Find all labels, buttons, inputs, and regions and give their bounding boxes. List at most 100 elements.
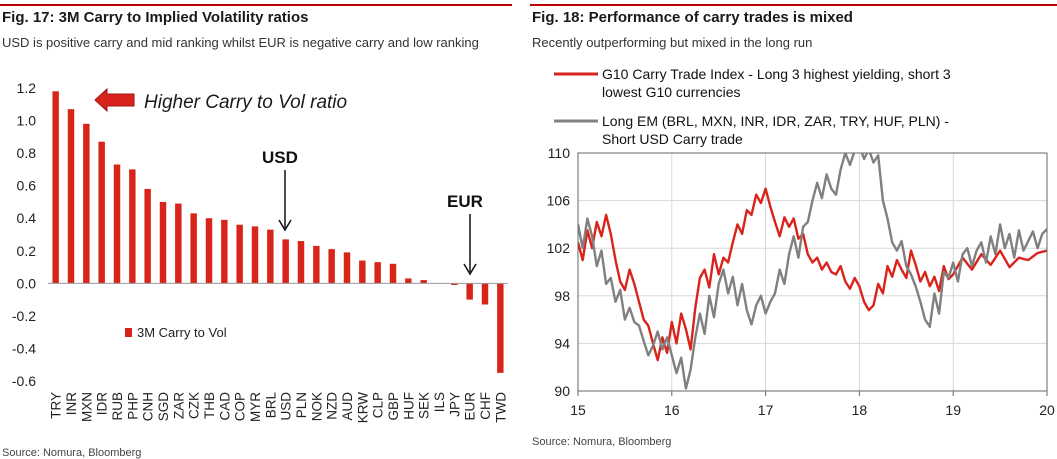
bar-ytick-label: 1.0 [17, 113, 37, 129]
bar-try [52, 91, 59, 284]
line-ytick-label: 110 [548, 145, 571, 161]
line-ytick-label: 90 [554, 383, 570, 399]
bar-xtick-label: MXN [79, 392, 94, 422]
bar-chf [481, 283, 489, 305]
bar-ytick-label: -0.2 [12, 308, 36, 324]
line-series-group [578, 153, 1047, 390]
bar-eur [466, 283, 473, 300]
bar-xtick-label: CHF [478, 392, 493, 420]
bar-usd [282, 239, 289, 284]
line-chart: G10 Carry Trade Index - Long 3 highest y… [547, 66, 1055, 418]
fig17-source: Source: Nomura, Bloomberg [2, 447, 142, 459]
bar-ytick-label: 0.6 [17, 178, 37, 194]
line-x-axis: 15 16 17 18 19 20 [570, 391, 1055, 418]
bar-ytick-label: -0.4 [12, 340, 36, 356]
fig18-subtitle: Recently outperforming but mixed in the … [532, 35, 813, 50]
bar-ytick-label: 0.2 [17, 243, 37, 259]
bar-legend-swatch [125, 328, 132, 337]
bar-xtick-label: AUD [340, 392, 355, 421]
line-ytick-label: 102 [547, 240, 571, 256]
line-legend: G10 Carry Trade Index - Long 3 highest y… [554, 66, 953, 147]
line-ytick-label: 94 [554, 335, 570, 351]
down-arrow-icon [463, 263, 477, 276]
bar-xtick-label: ILS [432, 392, 447, 412]
bar-xtick-label: SGD [156, 392, 171, 422]
bar-xtick-label: BRL [263, 392, 278, 419]
line-xtick-label: 16 [664, 402, 680, 418]
bar-cnh [144, 188, 151, 284]
higher-carry-label: Higher Carry to Vol ratio [144, 92, 347, 113]
line-xtick-label: 17 [758, 402, 774, 418]
bar-ytick-label: 1.2 [17, 80, 37, 96]
bar-huf [405, 278, 412, 284]
bar-xtick-label: CAD [217, 392, 232, 421]
bar-rub [113, 164, 121, 284]
bar-xtick-label: THB [202, 392, 217, 419]
bar-zar [175, 203, 182, 284]
bar-xtick-label: CNH [141, 392, 156, 421]
bar-sek [420, 280, 427, 284]
bar-aud [343, 252, 351, 284]
bar-cad [221, 219, 228, 284]
bar-jpy [451, 283, 458, 285]
fig18-title-rule [530, 4, 1057, 6]
down-arrow-icon [278, 219, 292, 232]
bar-pln [297, 241, 305, 284]
eur-label: EUR [447, 192, 483, 211]
bar-xtick-label: CLP [371, 392, 386, 418]
fig17-title: Fig. 17: 3M Carry to Implied Volatility … [2, 9, 309, 26]
bar-idr [98, 141, 105, 284]
bar-xtick-label: IDR [95, 392, 110, 416]
fig17-panel: Fig. 17: 3M Carry to Implied Volatility … [0, 0, 512, 459]
bar-czk [190, 213, 197, 284]
bar-myr [251, 226, 259, 284]
bar-cop [236, 224, 243, 284]
bar-legend: 3M Carry to Vol [125, 325, 227, 340]
series-line-g10-carry [578, 187, 1047, 362]
bar-ytick-label: 0.0 [17, 275, 37, 291]
bar-nok [313, 245, 320, 284]
line-y-axis: 110 106 102 98 94 90 [547, 145, 571, 399]
bar-ytick-label: -0.6 [12, 373, 36, 389]
bar-xtick-label: JPY [447, 392, 462, 417]
line-ytick-label: 106 [547, 193, 571, 209]
bar-xtick-label: EUR [463, 392, 478, 421]
bar-brl [267, 229, 274, 284]
line-plot-frame [577, 152, 1048, 392]
higher-carry-annotation: Higher Carry to Vol ratio [94, 87, 347, 113]
line-xtick-label: 15 [570, 402, 586, 418]
left-arrow-icon [94, 87, 135, 113]
bar-xtick-label: NZD [325, 392, 340, 420]
bar-xtick-label: HUF [401, 392, 416, 420]
bar-xtick-label: ZAR [171, 392, 186, 419]
bar-xtick-label: PHP [125, 392, 140, 420]
bar-xtick-label: COP [233, 392, 248, 421]
bar-nzd [328, 249, 335, 284]
fig18-source: Source: Nomura, Bloomberg [532, 436, 672, 448]
bar-clp [374, 262, 381, 284]
fig18-title: Fig. 18: Performance of carry trades is … [532, 9, 853, 26]
bar-legend-label: 3M Carry to Vol [137, 325, 227, 340]
legend-label-em: Long EM (BRL, MXN, INR, IDR, ZAR, TRY, H… [602, 113, 953, 147]
eur-annotation: EUR [447, 192, 483, 276]
bar-xtick-label: TRY [49, 392, 64, 419]
line-xtick-label: 18 [852, 402, 868, 418]
bar-ytick-label: 0.8 [17, 145, 37, 161]
bar-ytick-label: 0.4 [17, 210, 37, 226]
bar-xtick-label: PLN [294, 392, 309, 418]
bar-xtick-label: SEK [417, 392, 432, 419]
bar-chart: 1.2 1.0 0.8 0.6 0.4 0.2 0.0 -0.2 -0.4 -0.6 TRY INR… [12, 80, 509, 424]
bar-xtick-label: TWD [493, 392, 508, 423]
bar-inr [67, 109, 75, 284]
bar-thb [205, 218, 213, 284]
bar-xtick-label: RUB [110, 392, 125, 421]
series-line-em-carry [578, 153, 1047, 390]
line-xtick-label: 19 [945, 402, 961, 418]
bar-mxn [83, 123, 90, 284]
fig17-subtitle: USD is positive carry and mid ranking wh… [2, 35, 479, 50]
fig17-title-rule [0, 4, 512, 6]
bar-php [129, 169, 136, 284]
bar-x-axis: TRY INR MXN IDR RUB PHP CNH SGD ZAR CZK THB CAD COP M… [49, 392, 509, 424]
bar-xtick-label: USD [279, 392, 294, 421]
bar-xtick-label: INR [64, 392, 79, 416]
